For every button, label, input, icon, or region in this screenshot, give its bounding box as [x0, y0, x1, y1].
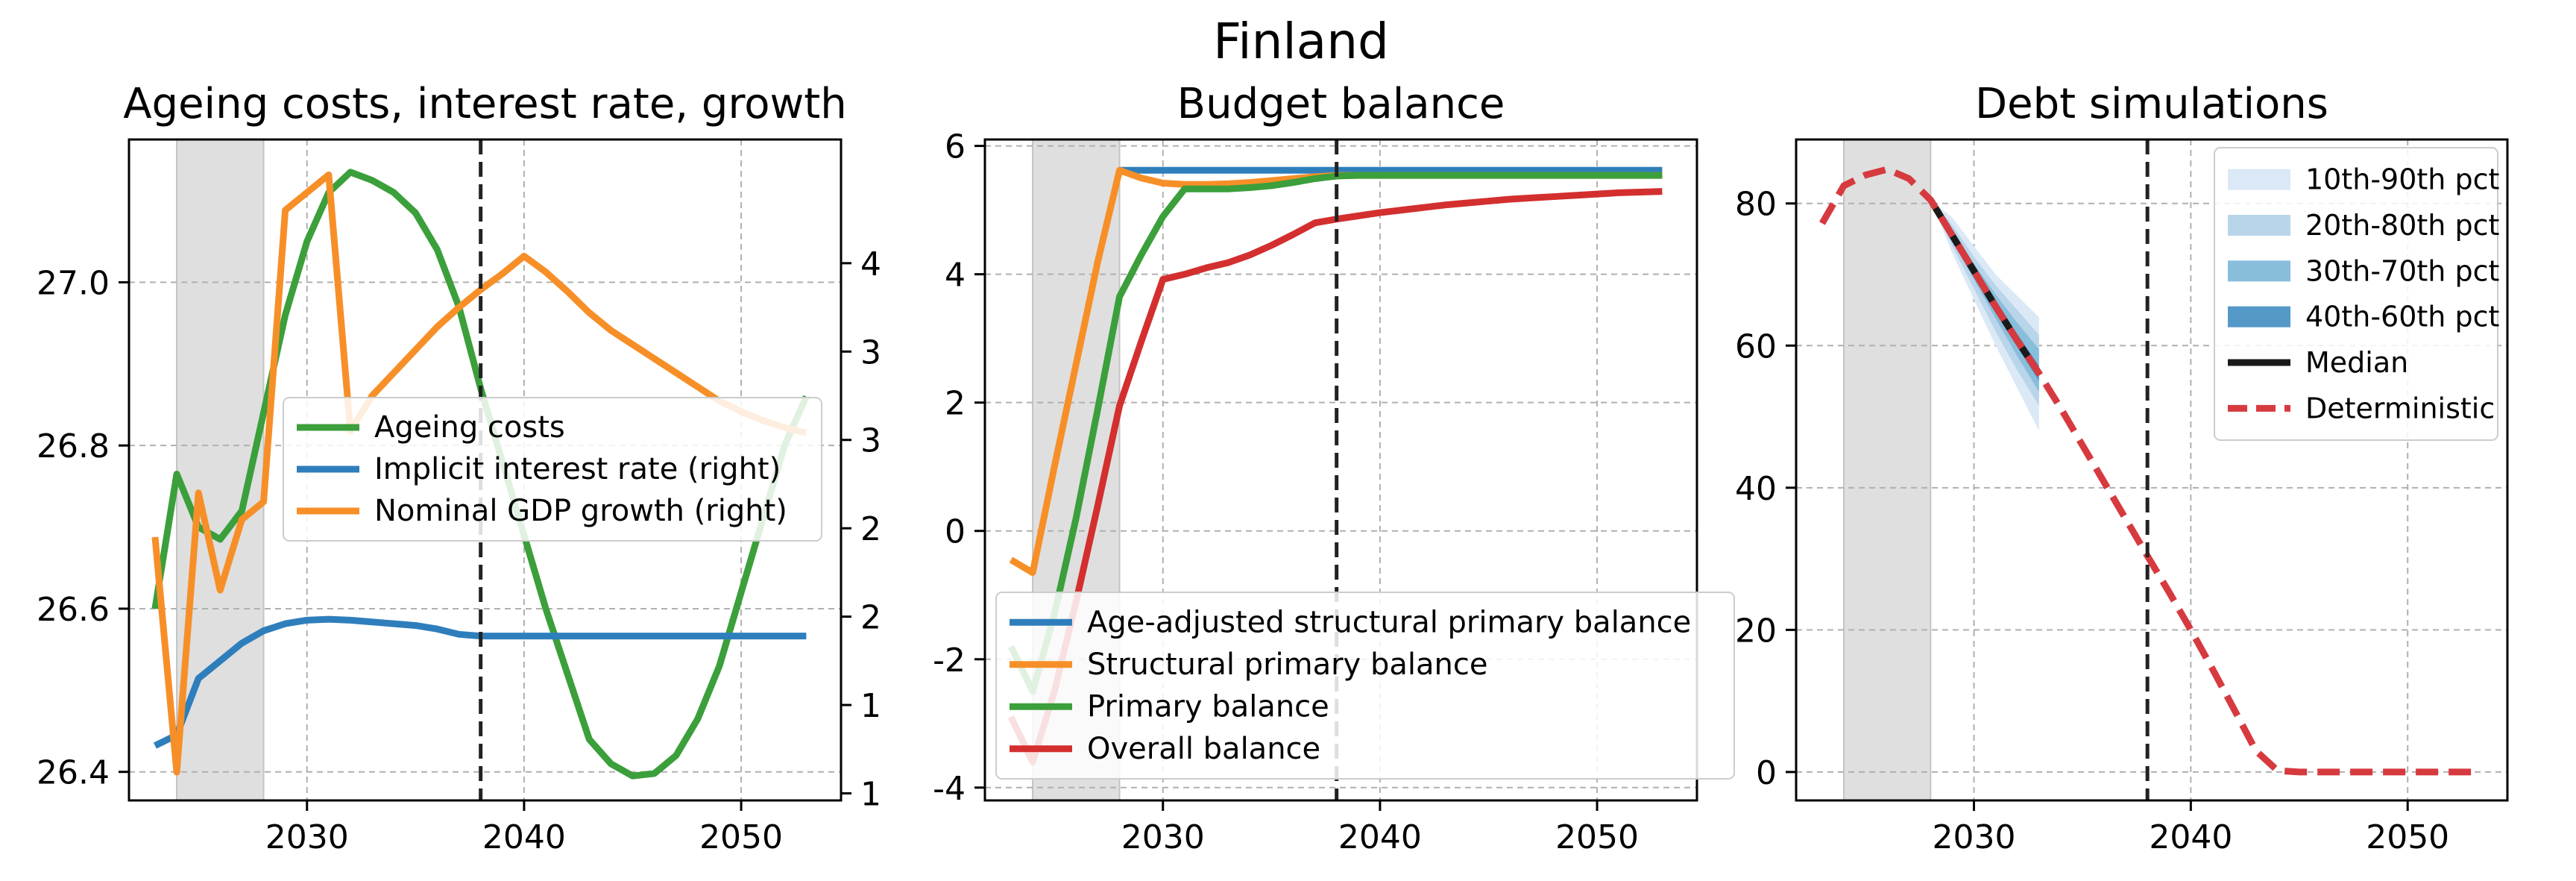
legend-label: Implicit interest rate (right): [374, 452, 781, 486]
y-tick-label: 40: [1735, 470, 1777, 508]
y-tick-label: 26.4: [37, 754, 110, 792]
legend-label: Deterministic: [2305, 392, 2495, 424]
y-tick-label: 6: [945, 128, 966, 166]
legend-label: Primary balance: [1087, 689, 1329, 724]
legend-label: Structural primary balance: [1087, 648, 1487, 682]
legend-label: Overall balance: [1087, 732, 1320, 766]
y-tick-label: -4: [933, 770, 966, 808]
y-tick-label: 4: [945, 257, 966, 295]
x-tick-label: 2030: [1121, 818, 1205, 856]
y2-tick-label: 2: [860, 599, 881, 637]
x-tick-label: 2030: [1933, 818, 2016, 856]
y-tick-label: 20: [1735, 612, 1777, 650]
y-tick-label: 80: [1735, 186, 1777, 224]
legend-label: 30th-70th pct: [2305, 254, 2499, 287]
y-tick-label: 27.0: [37, 264, 110, 302]
x-tick-label: 2040: [1338, 818, 1422, 856]
panel-title: Ageing costs, interest rate, growth: [123, 80, 847, 128]
y-tick-label: 26.6: [37, 591, 110, 629]
axes-frame: [1795, 138, 2509, 802]
panel-budget-balance: Budget balance 2030 2040 2050 -4 -2 0 2 4 6 Age-ad…: [933, 80, 1735, 856]
legend-box: [283, 397, 822, 542]
x-tick-label: 2040: [482, 818, 566, 856]
y-tick-label: -2: [933, 642, 966, 680]
y-tick-label: 60: [1735, 327, 1777, 366]
x-tick-label: 2050: [2366, 818, 2449, 856]
fan-band: [1930, 199, 2039, 407]
x-tick-label: 2030: [265, 818, 349, 856]
y-tick-label: 0: [1756, 754, 1777, 792]
y2-tick-label: 1: [860, 687, 881, 725]
legend-label: 40th-60th pct: [2305, 301, 2499, 333]
y-tick-label: 2: [945, 385, 966, 423]
legend: 10th-90th pct 20th-80th pct 30th-70th pct 4…: [2214, 147, 2499, 441]
figure-title: Finland: [1213, 13, 1389, 70]
legend-label: 10th-90th pct: [2305, 163, 2499, 196]
x-tick-label: 2050: [699, 818, 783, 856]
axes-frame: [127, 138, 843, 802]
legend-label: Median: [2305, 346, 2408, 379]
legend: Age-adjusted structural primary balance S…: [995, 592, 1735, 780]
legend-box: [995, 592, 1735, 780]
legend-label: Age-adjusted structural primary balance: [1087, 605, 1691, 639]
legend-label: Nominal GDP growth (right): [374, 494, 787, 528]
x-tick-label: 2040: [2149, 818, 2232, 856]
y2-tick-label: 2: [860, 510, 881, 548]
series-line: [151, 171, 807, 776]
axes-frame: [983, 138, 1698, 802]
legend-label: 20th-80th pct: [2305, 209, 2499, 242]
panel-title: Debt simulations: [1975, 80, 2328, 128]
legend-swatch: [2228, 169, 2290, 190]
x-tick-label: 2050: [1555, 818, 1639, 856]
y-tick-label: 26.8: [37, 427, 110, 465]
y2-tick-label: 3: [860, 422, 881, 460]
projection-shade: [1842, 139, 1932, 801]
y-tick-label: 0: [945, 513, 966, 551]
y2-tick-label: 3: [860, 333, 881, 371]
legend: Ageing costs Implicit interest rate (righ…: [283, 397, 822, 542]
legend-swatch: [2228, 215, 2290, 236]
legend-label: Ageing costs: [374, 410, 565, 445]
panel-title: Budget balance: [1177, 80, 1505, 128]
legend-swatch: [2228, 260, 2290, 282]
legend-swatch: [2228, 306, 2290, 327]
y2-tick-label: 4: [860, 245, 881, 283]
panel-ageing-costs: Ageing costs, interest rate, growth 2030 2…: [37, 80, 881, 856]
y2-tick-label: 1: [860, 776, 881, 814]
fan-band: [1930, 199, 2039, 431]
